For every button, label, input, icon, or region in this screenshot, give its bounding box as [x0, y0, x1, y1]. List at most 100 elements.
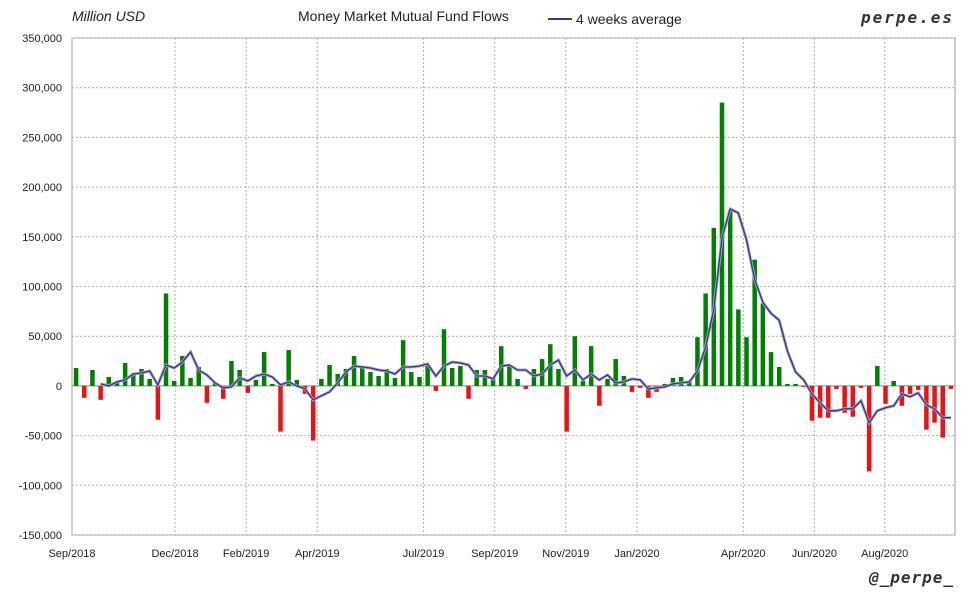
flow-bar: [915, 385, 921, 390]
flow-bar: [327, 365, 332, 386]
flow-bar: [131, 372, 136, 386]
flow-bar: [90, 369, 95, 386]
flow-bar: [826, 385, 831, 418]
flow-bar: [842, 385, 847, 413]
flow-bar: [441, 329, 447, 386]
x-tick-label: Sep/2019: [471, 548, 518, 560]
flow-bar: [670, 377, 676, 386]
flow-bar: [801, 385, 806, 387]
x-tick-label: Nov/2019: [542, 548, 589, 560]
flow-bar: [278, 385, 283, 432]
flow-bar: [417, 376, 422, 386]
flow-bar: [605, 378, 610, 386]
flow-bar: [294, 379, 300, 386]
flow-bar: [597, 385, 602, 406]
average-line: [100, 208, 951, 425]
flow-bar: [229, 361, 234, 386]
flow-bar: [752, 259, 757, 386]
y-tick-label: -100,000: [19, 480, 62, 492]
flow-bar: [858, 385, 864, 388]
y-tick-label: 300,000: [22, 83, 62, 95]
flow-bar: [122, 363, 128, 386]
y-tick-label: 250,000: [22, 132, 62, 144]
flow-bar: [433, 385, 439, 391]
flow-bar: [744, 337, 749, 386]
flow-bar: [875, 366, 880, 386]
flow-bar: [286, 350, 291, 386]
x-tick-label: Jul/2019: [403, 548, 445, 560]
y-tick-label: -50,000: [25, 431, 62, 443]
flow-bar: [662, 383, 668, 386]
flow-bar: [891, 380, 896, 386]
y-tick-label: 0: [56, 381, 62, 393]
legend: 4 weeks average: [548, 8, 682, 30]
flow-bar: [932, 385, 937, 423]
flow-bar: [556, 369, 561, 386]
flow-bar: [907, 385, 913, 394]
flow-bar: [368, 371, 373, 386]
flow-bar: [637, 385, 643, 388]
flow-bar: [319, 378, 324, 386]
flow-bar: [760, 303, 766, 386]
flow-bar: [703, 293, 708, 386]
flow-bar: [850, 385, 856, 417]
x-tick-label: Sep/2018: [48, 548, 95, 560]
author-handle: @_perpe_: [868, 568, 954, 587]
flow-bar: [384, 369, 390, 386]
flow-bar: [785, 383, 790, 386]
flow-bar: [507, 366, 512, 386]
flow-bar: [883, 385, 888, 404]
x-tick-label: Feb/2019: [223, 548, 269, 560]
flow-bar: [261, 352, 267, 386]
flow-bar: [940, 385, 945, 438]
flow-bar: [310, 385, 316, 441]
flow-bar: [343, 369, 349, 386]
flow-bar: [196, 367, 201, 386]
flow-bar: [809, 385, 815, 421]
flow-bar: [793, 383, 798, 386]
flow-bar: [253, 379, 259, 386]
brand-label: perpe.es: [860, 8, 954, 27]
flow-bar: [155, 385, 161, 420]
y-tick-label: 50,000: [28, 331, 62, 343]
flow-bar: [924, 385, 929, 430]
flow-bar: [490, 377, 496, 386]
flow-bar: [948, 385, 954, 389]
y-tick-label: 150,000: [22, 232, 62, 244]
flow-bar: [359, 368, 365, 386]
flow-bar: [834, 385, 839, 389]
flow-bar: [776, 367, 782, 386]
flow-bar: [482, 369, 488, 386]
flow-bar: [466, 385, 471, 399]
x-tick-label: Apr/2020: [721, 548, 766, 560]
flow-bar: [188, 377, 193, 386]
flow-bar: [613, 359, 618, 386]
flow-bar: [98, 385, 103, 400]
flow-bar: [687, 380, 692, 386]
y-tick-label: -150,000: [19, 530, 62, 542]
flow-bar: [335, 373, 340, 386]
y-tick-label: 200,000: [22, 182, 62, 194]
flow-bar: [139, 369, 144, 386]
x-tick-label: Aug/2020: [861, 548, 908, 560]
flow-bar: [392, 377, 398, 386]
flow-bar: [163, 293, 169, 386]
flow-bar: [572, 336, 578, 386]
flow-bar: [768, 352, 774, 386]
flow-bar: [147, 378, 152, 386]
flow-bar: [221, 385, 226, 399]
flow-bar: [629, 385, 635, 392]
y-tick-label: 100,000: [22, 282, 62, 294]
flow-bar: [171, 380, 177, 386]
flow-bar: [523, 385, 529, 389]
flow-bar: [82, 385, 87, 398]
flow-bar: [409, 371, 414, 386]
x-tick-label: Apr/2019: [295, 548, 340, 560]
x-tick-label: Dec/2018: [151, 548, 198, 560]
flow-bar: [245, 385, 251, 393]
flow-bar: [425, 366, 430, 386]
flow-bar: [351, 356, 357, 386]
flow-bar: [106, 376, 112, 386]
flow-bar: [564, 385, 569, 432]
